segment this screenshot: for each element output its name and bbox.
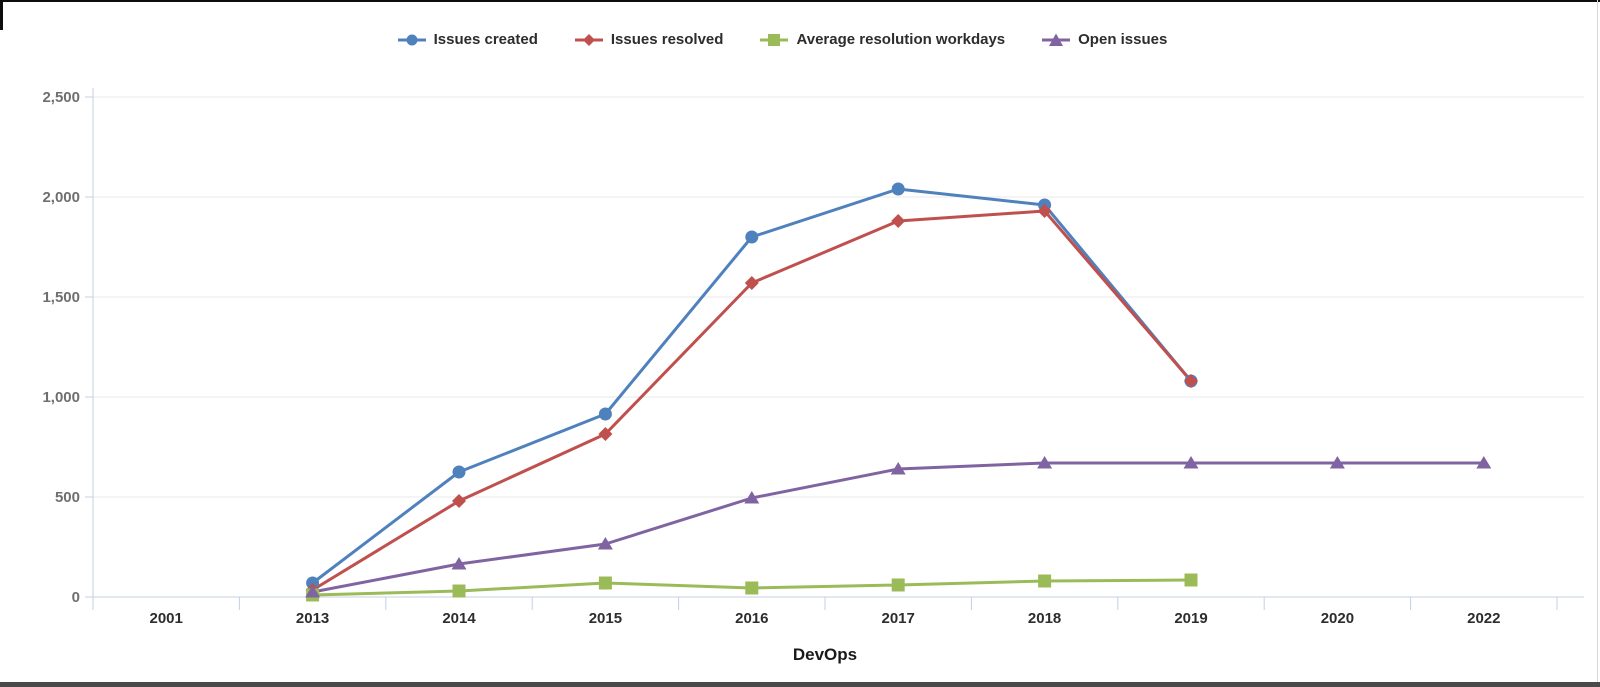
series-line bbox=[311, 187, 1193, 585]
chart-legend: Issues created Issues resolved Average r… bbox=[0, 31, 1582, 48]
legend-label: Issues created bbox=[433, 31, 538, 48]
series-line bbox=[312, 461, 1484, 594]
legend-label: Average resolution workdays bbox=[796, 31, 1006, 48]
x-tick-label: 2017 bbox=[882, 610, 915, 627]
x-tick-label: 2015 bbox=[589, 610, 622, 627]
data-point-marker[interactable] bbox=[1037, 456, 1053, 469]
data-point-marker[interactable] bbox=[452, 584, 466, 598]
window-right-border bbox=[1597, 0, 1598, 687]
line-diamond-marker-icon bbox=[574, 33, 603, 46]
data-point-marker[interactable] bbox=[452, 494, 466, 508]
data-point-marker[interactable] bbox=[890, 462, 906, 475]
x-tick-label: 2013 bbox=[296, 610, 329, 627]
x-tick-label: 2016 bbox=[735, 610, 768, 627]
data-point-marker[interactable] bbox=[891, 214, 906, 228]
legend-item-average-resolution-workdays[interactable]: Average resolution workdays bbox=[759, 31, 1005, 48]
data-point-marker[interactable] bbox=[1038, 574, 1052, 588]
x-tick-label: 2019 bbox=[1174, 610, 1207, 627]
x-tick-label: 2022 bbox=[1467, 610, 1500, 627]
window-top-border bbox=[0, 0, 1600, 2]
legend-item-issues-created[interactable]: Issues created bbox=[397, 31, 538, 48]
data-point-marker[interactable] bbox=[597, 537, 613, 550]
line-triangle-marker-icon bbox=[1042, 33, 1071, 46]
y-tick-label: 0 bbox=[72, 589, 80, 606]
data-point-marker[interactable] bbox=[744, 276, 759, 290]
data-point-marker[interactable] bbox=[1184, 374, 1198, 388]
data-point-marker[interactable] bbox=[744, 491, 760, 504]
y-tick-label: 2,000 bbox=[42, 189, 80, 206]
x-tick-label: 2014 bbox=[442, 610, 476, 627]
legend-label: Issues resolved bbox=[610, 31, 724, 48]
legend-item-issues-resolved[interactable]: Issues resolved bbox=[574, 31, 724, 48]
data-point-marker[interactable] bbox=[1329, 456, 1345, 469]
line-square-marker-icon bbox=[760, 33, 789, 46]
y-tick-label: 1,500 bbox=[42, 289, 80, 306]
y-tick-label: 500 bbox=[55, 489, 80, 506]
y-tick-label: 1,000 bbox=[42, 389, 80, 406]
legend-label: Open issues bbox=[1078, 31, 1168, 48]
data-point-marker[interactable] bbox=[891, 182, 905, 196]
data-point-marker[interactable] bbox=[598, 407, 612, 421]
x-axis-title: DevOps bbox=[792, 645, 858, 664]
data-point-marker[interactable] bbox=[305, 585, 321, 598]
data-point-marker[interactable] bbox=[1037, 204, 1052, 218]
data-point-marker[interactable] bbox=[891, 578, 905, 592]
legend-item-open-issues[interactable]: Open issues bbox=[1041, 31, 1167, 48]
data-point-marker[interactable] bbox=[745, 230, 759, 244]
x-tick-label: 2020 bbox=[1321, 610, 1354, 627]
data-point-marker[interactable] bbox=[452, 465, 466, 479]
data-point-marker[interactable] bbox=[745, 581, 759, 595]
line-circle-marker-icon bbox=[397, 34, 426, 45]
y-tick-label: 2,500 bbox=[42, 89, 80, 106]
x-tick-label: 2001 bbox=[150, 610, 183, 627]
series-line bbox=[311, 209, 1193, 592]
window-corner-mark bbox=[0, 0, 3, 30]
data-point-marker[interactable] bbox=[1183, 456, 1199, 469]
window-bottom-bar bbox=[0, 682, 1600, 687]
data-point-marker[interactable] bbox=[1476, 456, 1492, 469]
data-point-marker[interactable] bbox=[598, 427, 613, 441]
data-point-marker[interactable] bbox=[451, 557, 467, 570]
x-tick-label: 2018 bbox=[1028, 610, 1061, 627]
data-point-marker[interactable] bbox=[598, 576, 612, 590]
data-point-marker[interactable] bbox=[1184, 573, 1198, 587]
